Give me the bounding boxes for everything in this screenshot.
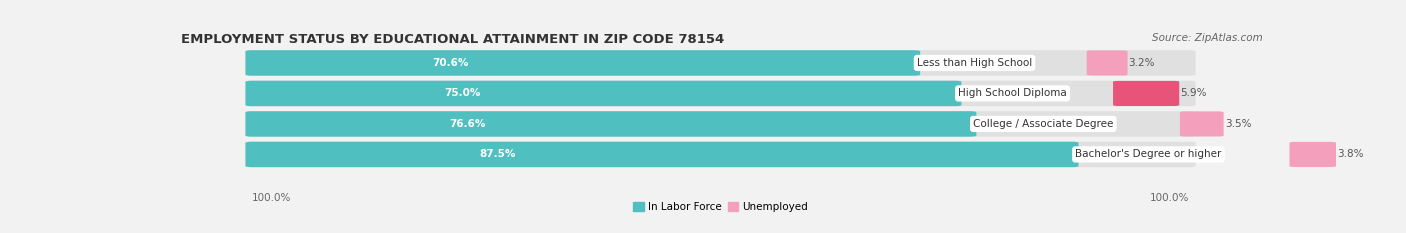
Text: Bachelor's Degree or higher: Bachelor's Degree or higher <box>1076 149 1222 159</box>
Text: 5.9%: 5.9% <box>1181 89 1206 99</box>
FancyBboxPatch shape <box>246 50 920 76</box>
Text: College / Associate Degree: College / Associate Degree <box>973 119 1114 129</box>
FancyBboxPatch shape <box>246 81 962 106</box>
Legend: In Labor Force, Unemployed: In Labor Force, Unemployed <box>628 198 813 216</box>
FancyBboxPatch shape <box>1114 81 1180 106</box>
FancyBboxPatch shape <box>246 111 1195 137</box>
Text: 70.6%: 70.6% <box>432 58 468 68</box>
Text: 3.5%: 3.5% <box>1225 119 1251 129</box>
Text: 3.2%: 3.2% <box>1129 58 1156 68</box>
FancyBboxPatch shape <box>246 142 1078 167</box>
Text: Source: ZipAtlas.com: Source: ZipAtlas.com <box>1153 33 1263 43</box>
Text: 76.6%: 76.6% <box>449 119 485 129</box>
Text: Less than High School: Less than High School <box>917 58 1032 68</box>
Text: 75.0%: 75.0% <box>444 89 481 99</box>
FancyBboxPatch shape <box>1087 50 1128 75</box>
Text: 87.5%: 87.5% <box>479 149 516 159</box>
FancyBboxPatch shape <box>246 50 1195 76</box>
Text: 100.0%: 100.0% <box>1150 192 1189 202</box>
Text: EMPLOYMENT STATUS BY EDUCATIONAL ATTAINMENT IN ZIP CODE 78154: EMPLOYMENT STATUS BY EDUCATIONAL ATTAINM… <box>181 33 724 46</box>
FancyBboxPatch shape <box>1180 111 1223 137</box>
FancyBboxPatch shape <box>246 142 1195 167</box>
FancyBboxPatch shape <box>246 111 976 137</box>
Text: 3.8%: 3.8% <box>1337 149 1364 159</box>
FancyBboxPatch shape <box>246 81 1195 106</box>
Text: 100.0%: 100.0% <box>252 192 291 202</box>
Text: High School Diploma: High School Diploma <box>957 89 1067 99</box>
FancyBboxPatch shape <box>1289 142 1336 167</box>
